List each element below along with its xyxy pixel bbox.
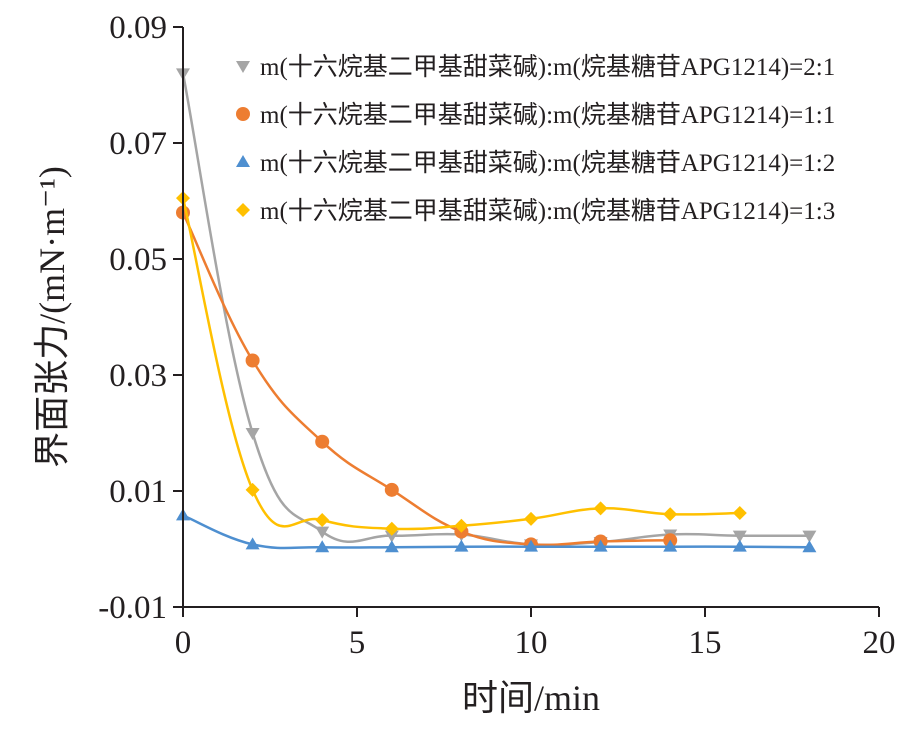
- x-tick-label: 20: [863, 625, 896, 661]
- data-point: [732, 530, 747, 543]
- x-tick-label: 0: [175, 625, 192, 661]
- ticks-layer: -0.01 0.01 0.03 0.05 0.07 0.09 0 5 10 15 20: [98, 10, 895, 661]
- series-line: [181, 197, 740, 531]
- series-layer: [176, 68, 817, 553]
- data-point: [802, 530, 817, 543]
- data-point: [384, 540, 399, 553]
- data-point: [245, 537, 260, 550]
- legend-label: m(十六烷基二甲基甜菜碱):m(烷基糖苷APG1214)=2:1: [260, 53, 835, 81]
- data-point: [524, 511, 538, 526]
- data-point: [802, 540, 817, 553]
- legend: m(十六烷基二甲基甜菜碱):m(烷基糖苷APG1214)=2:1 m(十六烷基二甲…: [236, 53, 835, 225]
- series-2: [176, 205, 678, 552]
- data-point: [454, 518, 469, 533]
- data-point: [315, 526, 330, 539]
- legend-marker: [236, 107, 250, 121]
- legend-item: m(十六烷基二甲基甜菜碱):m(烷基糖苷APG1214)=1:1: [236, 101, 835, 129]
- legend-marker: [236, 61, 250, 73]
- series-line: [182, 514, 810, 550]
- y-tick-label: -0.01: [98, 590, 167, 626]
- series-1: [176, 68, 817, 552]
- y-tick-label: 0.09: [109, 10, 167, 46]
- data-point: [245, 482, 260, 497]
- data-point: [663, 507, 678, 522]
- y-tick-label: 0.05: [109, 242, 167, 278]
- legend-marker: [236, 203, 250, 217]
- x-tick-label: 10: [515, 625, 548, 661]
- legend-label: m(十六烷基二甲基甜菜碱):m(烷基糖苷APG1214)=1:3: [260, 197, 835, 225]
- series-4: [176, 191, 747, 536]
- data-point: [384, 521, 399, 536]
- legend-label: m(十六烷基二甲基甜菜碱):m(烷基糖苷APG1214)=1:2: [260, 149, 835, 177]
- data-point: [593, 539, 608, 552]
- series-line: [181, 73, 810, 547]
- x-axis-title: 时间/min: [462, 678, 600, 718]
- data-point: [732, 506, 747, 521]
- x-tick-label: 5: [349, 625, 366, 661]
- legend-item: m(十六烷基二甲基甜菜碱):m(烷基糖苷APG1214)=1:3: [236, 197, 835, 225]
- y-axis-title: 界面张力/(mN·m⁻¹): [32, 166, 72, 468]
- y-tick-label: 0.03: [109, 358, 167, 394]
- y-tick-label: 0.01: [109, 474, 167, 510]
- data-point: [315, 434, 330, 449]
- legend-item: m(十六烷基二甲基甜菜碱):m(烷基糖苷APG1214)=2:1: [236, 53, 835, 81]
- data-point: [524, 539, 538, 552]
- legend-item: m(十六烷基二甲基甜菜碱):m(烷基糖苷APG1214)=1:2: [236, 149, 835, 177]
- y-tick-label: 0.07: [109, 126, 167, 162]
- data-point: [384, 482, 399, 497]
- data-point: [315, 540, 330, 553]
- data-point: [593, 501, 608, 516]
- data-point: [245, 353, 260, 368]
- data-point: [245, 428, 260, 440]
- x-tick-label: 15: [689, 625, 722, 661]
- legend-marker: [236, 155, 250, 167]
- series-3: [176, 508, 817, 553]
- data-point: [732, 539, 747, 552]
- data-point: [384, 530, 399, 543]
- data-point: [454, 539, 469, 552]
- data-point: [663, 539, 678, 552]
- legend-label: m(十六烷基二甲基甜菜碱):m(烷基糖苷APG1214)=1:1: [260, 101, 835, 129]
- data-point: [315, 513, 330, 527]
